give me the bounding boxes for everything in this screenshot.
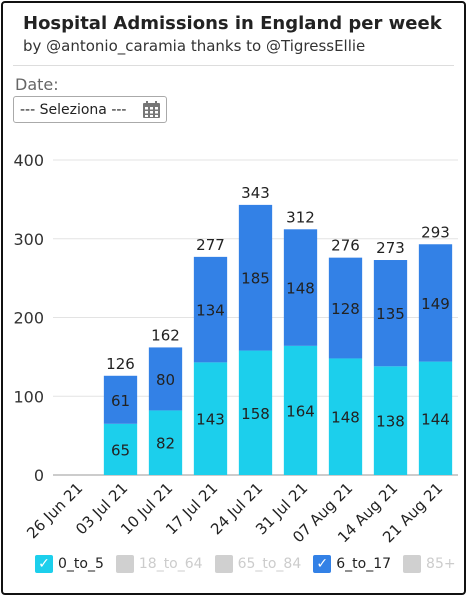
calendar-icon[interactable] (142, 100, 161, 119)
bar-total-label: 343 (241, 184, 270, 202)
checkbox-unchecked-icon[interactable] (403, 555, 422, 573)
bar-6_to_17 (238, 204, 273, 351)
bar-value-label: 149 (421, 295, 450, 313)
bar-0_to_5 (193, 362, 228, 475)
y-tick-label: 400 (13, 151, 44, 170)
bar-0_to_5 (103, 423, 138, 475)
bar-0_to_5 (283, 345, 318, 475)
bar-value-label: 148 (331, 409, 360, 427)
bar-6_to_17 (103, 375, 138, 424)
y-tick-label: 0 (34, 466, 44, 485)
legend-label: 6_to_17 (336, 556, 392, 572)
bar-value-label: 144 (421, 410, 450, 428)
bar-value-label: 148 (286, 280, 315, 298)
bar-total-label: 162 (151, 326, 180, 344)
bar-value-label: 164 (286, 402, 315, 420)
bar-value-label: 185 (241, 270, 270, 288)
bar-6_to_17 (193, 256, 228, 363)
bar-total-label: 277 (196, 236, 225, 254)
legend-label: 18_to_64 (138, 556, 203, 572)
bar-0_to_5 (148, 410, 183, 475)
bar-value-label: 138 (376, 413, 405, 431)
date-select[interactable]: --- Seleziona --- (13, 96, 167, 123)
bar-value-label: 128 (331, 300, 360, 318)
legend-label: 65_to_84 (237, 556, 302, 572)
x-tick-label: 26 Jun 21 (23, 479, 86, 542)
bar-total-label: 276 (331, 237, 360, 255)
bar-value-label: 82 (156, 435, 175, 453)
bar-6_to_17 (148, 347, 183, 411)
chart-title: Hospital Admissions in England per week (23, 13, 442, 34)
bar-0_to_5 (238, 350, 273, 475)
bar-value-label: 135 (376, 305, 405, 323)
chart-subtitle: by @antonio_caramia thanks to @TigressEl… (23, 37, 366, 55)
legend: ✓ 0_to_5 18_to_64 65_to_84 ✓ 6_to_17 85+ (35, 555, 468, 573)
legend-item-0_to_5[interactable]: ✓ 0_to_5 (35, 555, 104, 573)
bar-6_to_17 (283, 229, 318, 346)
bar-0_to_5 (328, 358, 363, 475)
bar-total-label: 273 (376, 239, 405, 257)
bar-6_to_17 (418, 244, 453, 362)
checkbox-checked-icon[interactable]: ✓ (35, 555, 53, 573)
bar-0_to_5 (418, 361, 453, 475)
y-tick-label: 100 (13, 387, 44, 406)
bar-0_to_5 (373, 366, 408, 475)
checkbox-checked-icon[interactable]: ✓ (313, 555, 332, 573)
bar-value-label: 61 (111, 392, 130, 410)
checkbox-unchecked-icon[interactable] (115, 555, 134, 573)
y-tick-label: 300 (13, 230, 44, 249)
legend-label: 85+ (426, 556, 456, 572)
legend-item-65_to_84[interactable]: 65_to_84 (214, 555, 302, 573)
bar-6_to_17 (373, 260, 408, 367)
bar-value-label: 134 (196, 302, 225, 320)
checkbox-unchecked-icon[interactable] (214, 555, 233, 573)
bar-value-label: 65 (111, 441, 130, 459)
bar-value-label: 158 (241, 405, 270, 423)
bar-total-label: 293 (421, 223, 450, 241)
y-tick-label: 200 (13, 309, 44, 328)
divider (13, 65, 454, 66)
legend-label: 0_to_5 (58, 556, 104, 572)
bar-value-label: 143 (196, 411, 225, 429)
legend-item-85+[interactable]: 85+ (403, 555, 456, 573)
date-filter-label: Date: (15, 75, 59, 94)
bar-6_to_17 (328, 257, 363, 359)
legend-item-6_to_17[interactable]: ✓ 6_to_17 (313, 555, 391, 573)
bar-total-label: 312 (286, 208, 315, 226)
legend-item-18_to_64[interactable]: 18_to_64 (115, 555, 203, 573)
bar-value-label: 80 (156, 371, 175, 389)
chart-card: Hospital Admissions in England per week … (1, 1, 466, 595)
bar-total-label: 126 (106, 355, 135, 373)
date-select-value: --- Seleziona --- (20, 101, 127, 118)
